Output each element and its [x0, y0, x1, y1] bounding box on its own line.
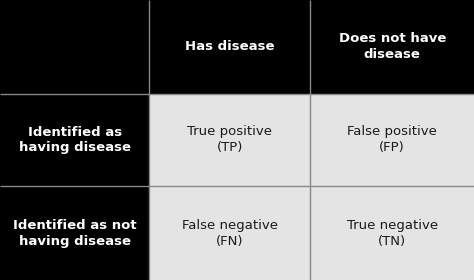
Text: Identified as
having disease: Identified as having disease	[18, 125, 131, 155]
Bar	[310, 186, 474, 280]
Bar	[149, 94, 310, 186]
Text: Has disease: Has disease	[185, 40, 274, 53]
Text: True positive
(TP): True positive (TP)	[187, 125, 273, 155]
Text: Does not have
disease: Does not have disease	[338, 32, 446, 61]
Bar	[149, 186, 310, 280]
Bar	[310, 94, 474, 186]
Text: False negative
(FN): False negative (FN)	[182, 219, 278, 248]
Text: Identified as not
having disease: Identified as not having disease	[13, 219, 137, 248]
Text: True negative
(TN): True negative (TN)	[346, 219, 438, 248]
Text: False positive
(FP): False positive (FP)	[347, 125, 437, 155]
